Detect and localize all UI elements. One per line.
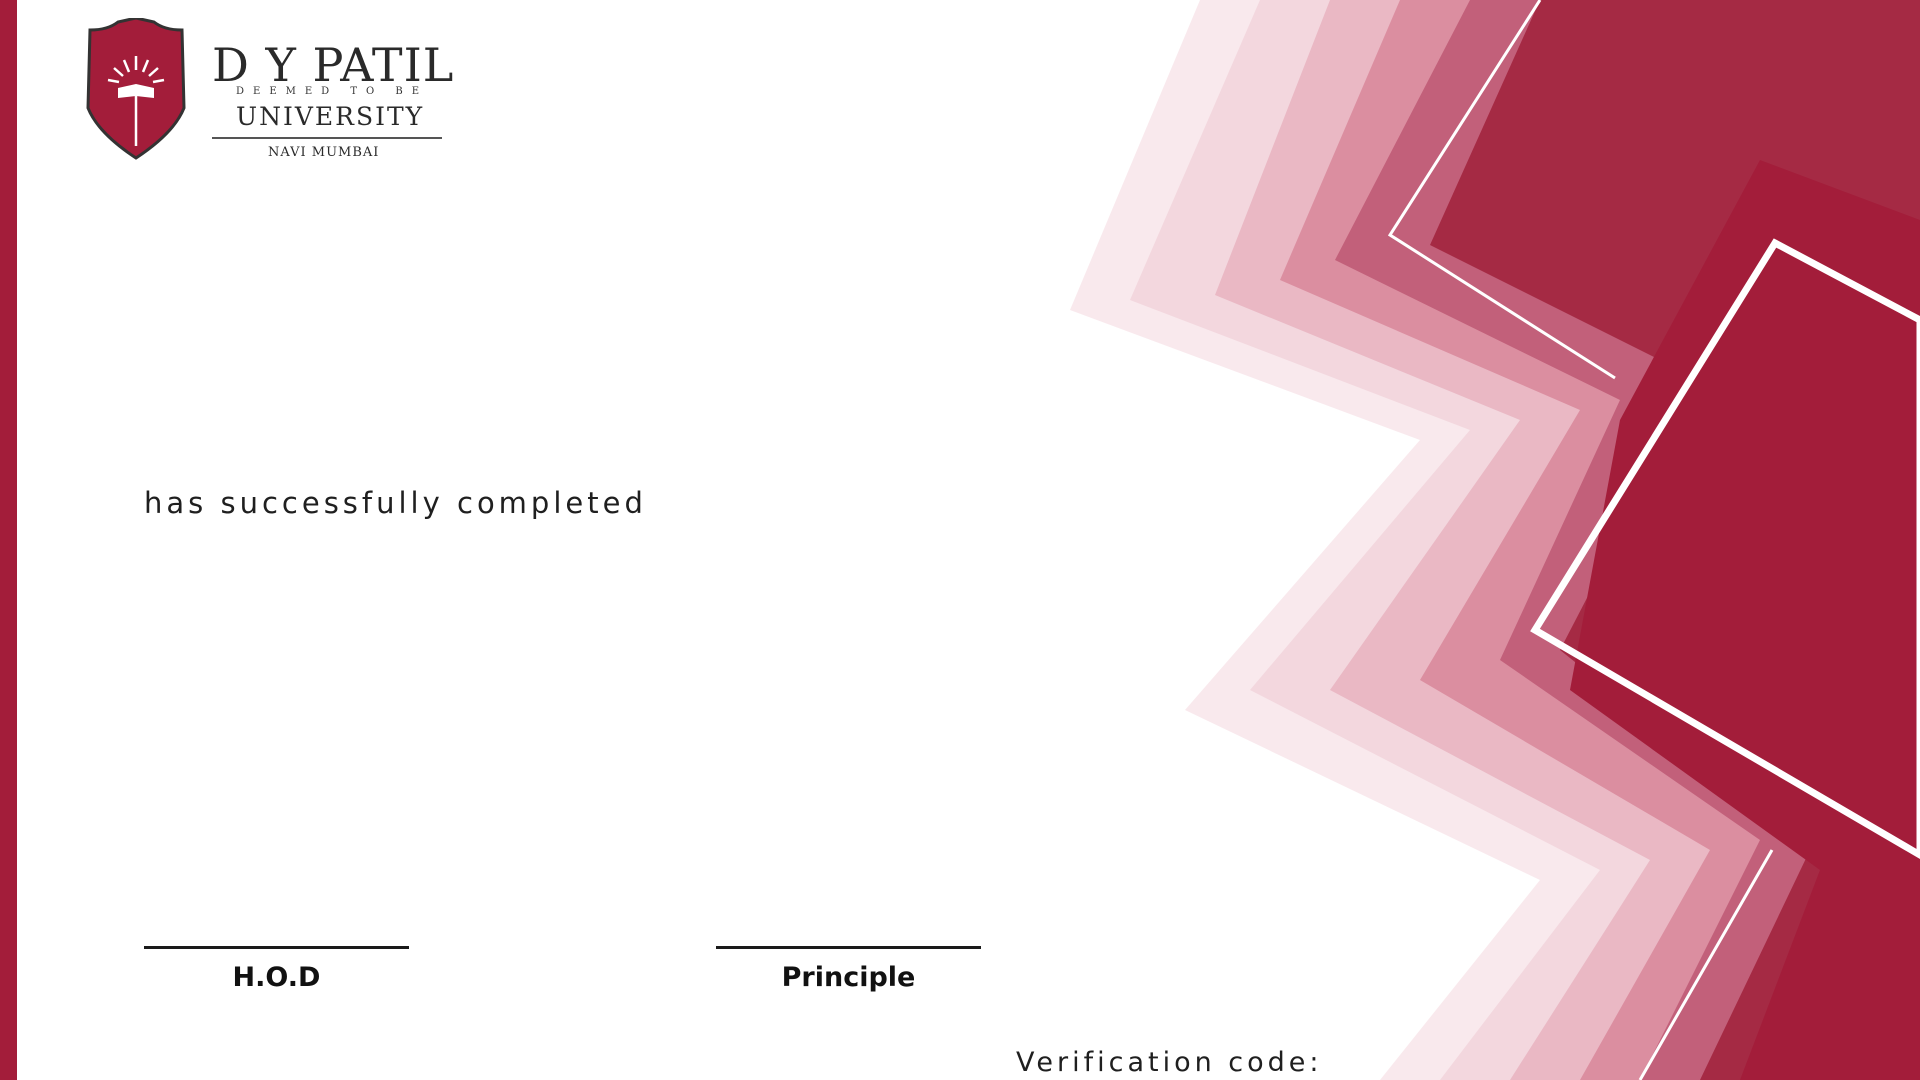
university-logo: D Y PATIL DEEMED TO BE UNIVERSITY NAVI M… bbox=[84, 18, 454, 168]
completion-text: has successfully completed bbox=[144, 486, 647, 520]
logo-divider bbox=[212, 137, 442, 139]
verification-code-label: Verification code: bbox=[1016, 1047, 1323, 1078]
shield-emblem-icon bbox=[86, 18, 186, 160]
logo-title: D Y PATIL bbox=[212, 38, 455, 92]
left-border-bar bbox=[0, 0, 17, 1080]
logo-deemed-text: DEEMED TO BE bbox=[236, 86, 429, 97]
logo-university-text: UNIVERSITY bbox=[236, 102, 425, 131]
principle-signature-line bbox=[716, 946, 981, 949]
logo-location-text: NAVI MUMBAI bbox=[268, 145, 380, 160]
hod-signature-line bbox=[144, 946, 409, 949]
principle-signature-label: Principle bbox=[781, 962, 916, 993]
hod-signature-label: H.O.D bbox=[232, 962, 321, 993]
